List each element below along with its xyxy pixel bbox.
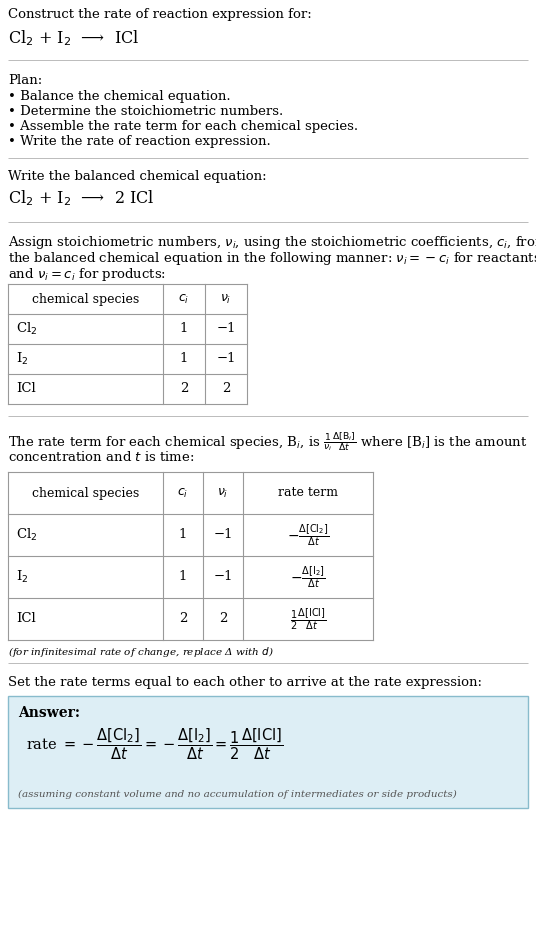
Text: $\frac{1}{2}\frac{\Delta[\mathrm{ICl}]}{\Delta t}$: $\frac{1}{2}\frac{\Delta[\mathrm{ICl}]}{… [290, 606, 326, 632]
Text: Construct the rate of reaction expression for:: Construct the rate of reaction expressio… [8, 8, 312, 21]
Text: 2: 2 [219, 612, 227, 625]
Text: I$_2$: I$_2$ [16, 351, 28, 367]
Text: chemical species: chemical species [32, 292, 139, 306]
Text: 2: 2 [179, 612, 187, 625]
Text: Assign stoichiometric numbers, $\nu_i$, using the stoichiometric coefficients, $: Assign stoichiometric numbers, $\nu_i$, … [8, 234, 536, 251]
Text: $-\frac{\Delta[\mathrm{Cl_2}]}{\Delta t}$: $-\frac{\Delta[\mathrm{Cl_2}]}{\Delta t}… [287, 522, 329, 547]
Text: −1: −1 [213, 528, 233, 542]
Text: Plan:: Plan: [8, 74, 42, 87]
Text: Cl$_2$ + I$_2$  ⟶  2 ICl: Cl$_2$ + I$_2$ ⟶ 2 ICl [8, 188, 154, 208]
Text: Set the rate terms equal to each other to arrive at the rate expression:: Set the rate terms equal to each other t… [8, 676, 482, 689]
Text: $c_i$: $c_i$ [177, 486, 189, 500]
Text: $c_i$: $c_i$ [178, 292, 190, 306]
Text: 1: 1 [180, 323, 188, 335]
Text: Answer:: Answer: [18, 706, 80, 720]
Text: ICl: ICl [16, 612, 36, 625]
Text: • Determine the stoichiometric numbers.: • Determine the stoichiometric numbers. [8, 105, 283, 118]
Text: the balanced chemical equation in the following manner: $\nu_i = -c_i$ for react: the balanced chemical equation in the fo… [8, 250, 536, 267]
Text: and $\nu_i = c_i$ for products:: and $\nu_i = c_i$ for products: [8, 266, 166, 283]
Text: I$_2$: I$_2$ [16, 569, 28, 585]
Text: • Assemble the rate term for each chemical species.: • Assemble the rate term for each chemic… [8, 120, 358, 133]
Text: The rate term for each chemical species, B$_i$, is $\frac{1}{\nu_i}\frac{\Delta[: The rate term for each chemical species,… [8, 430, 527, 453]
Text: −1: −1 [213, 570, 233, 584]
Text: rate $= -\dfrac{\Delta[\mathrm{Cl_2}]}{\Delta t} = -\dfrac{\Delta[\mathrm{I_2}]}: rate $= -\dfrac{\Delta[\mathrm{Cl_2}]}{\… [26, 726, 283, 762]
Text: 2: 2 [222, 383, 230, 395]
Text: 1: 1 [180, 352, 188, 366]
Text: Write the balanced chemical equation:: Write the balanced chemical equation: [8, 170, 266, 183]
Text: concentration and $t$ is time:: concentration and $t$ is time: [8, 450, 195, 464]
Text: $\nu_i$: $\nu_i$ [220, 292, 232, 306]
Text: (assuming constant volume and no accumulation of intermediates or side products): (assuming constant volume and no accumul… [18, 790, 457, 799]
Text: −1: −1 [216, 323, 236, 335]
Text: 2: 2 [180, 383, 188, 395]
Text: rate term: rate term [278, 486, 338, 500]
Text: Cl$_2$: Cl$_2$ [16, 527, 38, 543]
Text: $-\frac{\Delta[\mathrm{I_2}]}{\Delta t}$: $-\frac{\Delta[\mathrm{I_2}]}{\Delta t}$ [291, 565, 326, 590]
Text: chemical species: chemical species [32, 486, 139, 500]
Text: 1: 1 [179, 570, 187, 584]
Text: (for infinitesimal rate of change, replace Δ with $d$): (for infinitesimal rate of change, repla… [8, 645, 274, 659]
Text: Cl$_2$: Cl$_2$ [16, 321, 38, 337]
Text: $\nu_i$: $\nu_i$ [217, 486, 229, 500]
Text: • Write the rate of reaction expression.: • Write the rate of reaction expression. [8, 135, 271, 148]
Text: 1: 1 [179, 528, 187, 542]
Text: • Balance the chemical equation.: • Balance the chemical equation. [8, 90, 230, 103]
Text: Cl$_2$ + I$_2$  ⟶  ICl: Cl$_2$ + I$_2$ ⟶ ICl [8, 28, 139, 48]
Bar [8, 696, 528, 808]
Text: −1: −1 [216, 352, 236, 366]
Text: ICl: ICl [16, 383, 36, 395]
